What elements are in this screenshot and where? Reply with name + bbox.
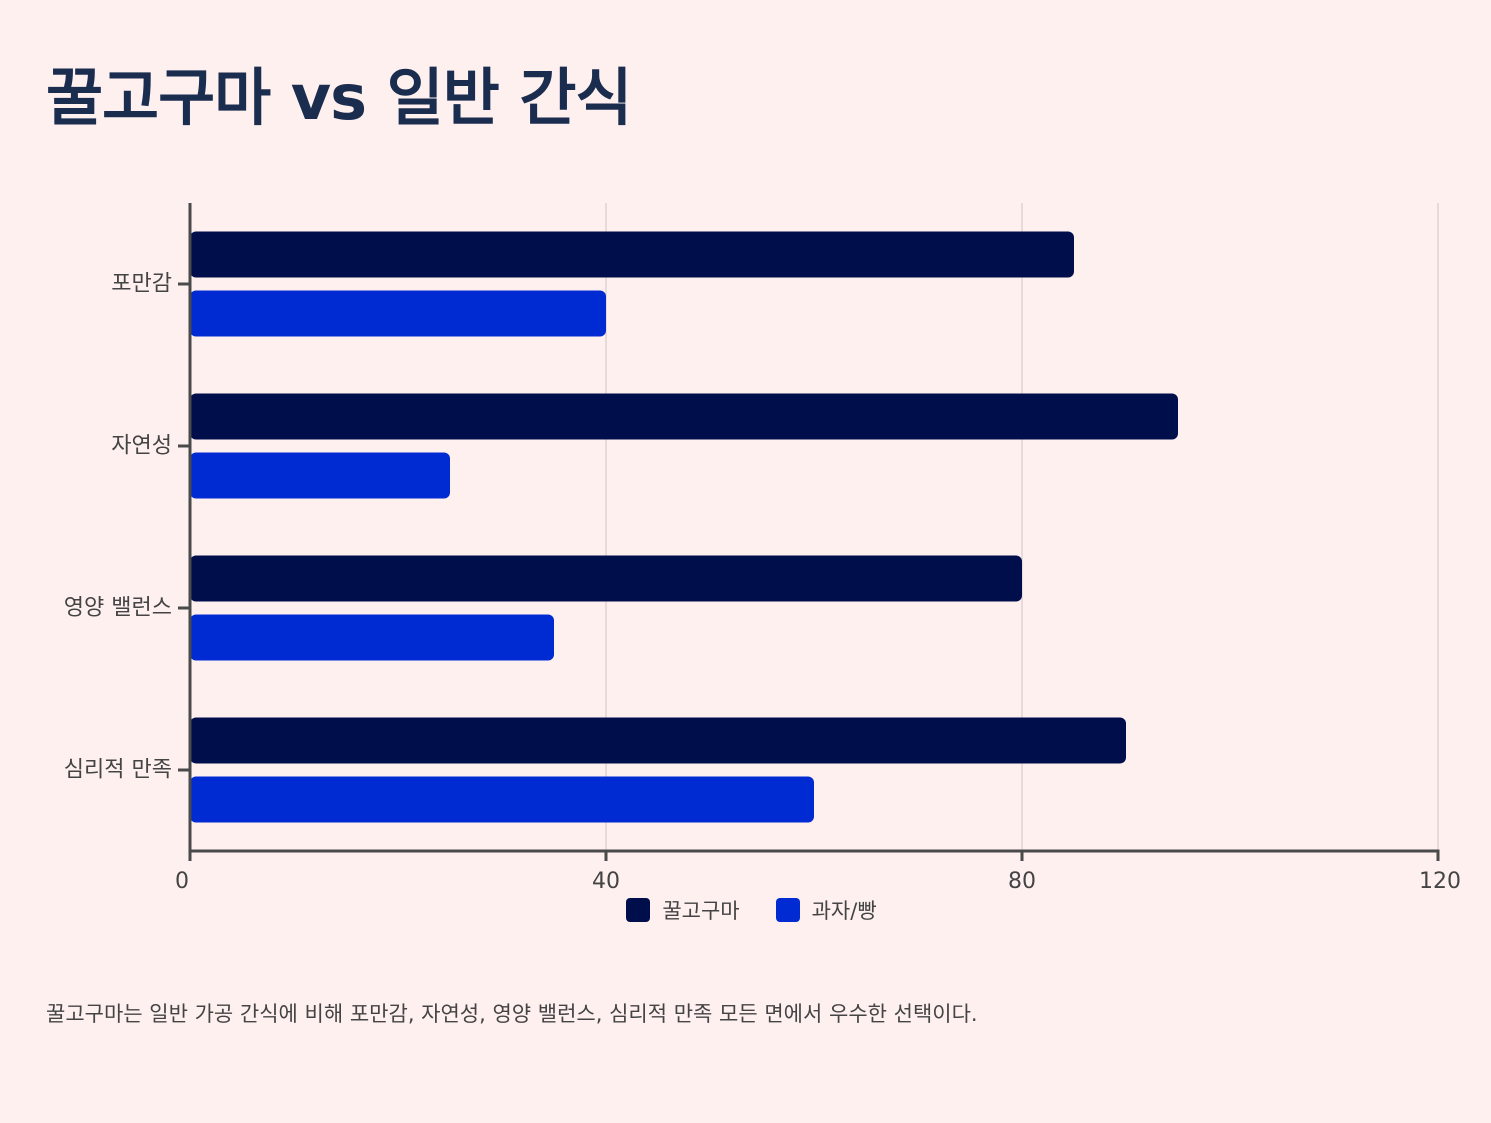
bar — [190, 776, 814, 823]
y-tick-label: 자연성 — [111, 434, 172, 459]
x-tick-label: 0 — [175, 869, 189, 894]
legend-swatch — [626, 898, 651, 922]
legend-item: 과자/빵 — [775, 895, 877, 925]
bar — [190, 393, 1178, 440]
y-tick-label: 영양 밸런스 — [64, 596, 172, 621]
y-tick-label: 포만감 — [111, 272, 172, 297]
legend-label: 과자/빵 — [811, 899, 877, 923]
chart-title: 꿀고구마 vs 일반 간식 — [46, 61, 632, 134]
bar — [190, 555, 1022, 602]
bar — [190, 231, 1074, 278]
legend-label: 꿀고구마 — [662, 899, 740, 923]
chart-caption: 꿀고구마는 일반 가공 간식에 비해 포만감, 자연성, 영양 밸런스, 심리적… — [46, 1002, 978, 1026]
chart-legend: 꿀고구마 과자/빵 — [0, 895, 1491, 925]
bar — [190, 290, 606, 337]
legend-swatch — [775, 898, 800, 922]
y-tick-label: 심리적 만족 — [64, 758, 172, 783]
x-tick-label: 80 — [1008, 869, 1036, 894]
bar — [190, 614, 554, 661]
x-tick-label: 40 — [592, 869, 620, 894]
bar-layer — [190, 231, 1178, 823]
bar — [190, 452, 450, 499]
bar — [190, 717, 1126, 764]
x-tick-label: 120 — [1419, 869, 1461, 894]
legend-item: 꿀고구마 — [626, 895, 740, 925]
